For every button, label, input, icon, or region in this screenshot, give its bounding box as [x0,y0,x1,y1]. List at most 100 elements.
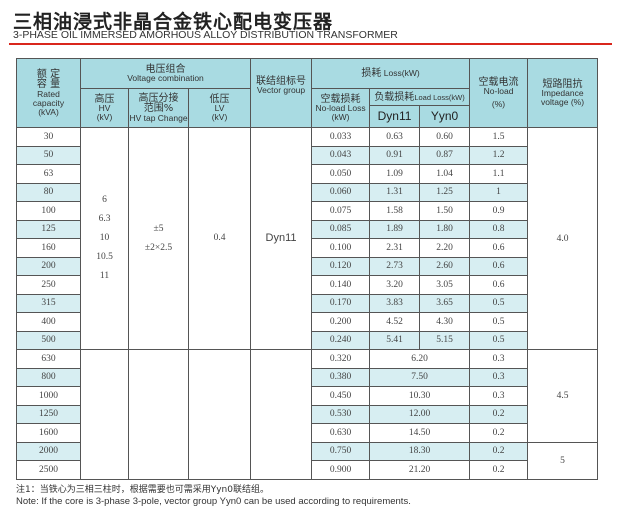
hv-cell: 6 6.3 10 10.5 11 [80,127,129,350]
noload-loss-cell: 0.630 [311,423,371,443]
noload-current-cell: 0.3 [469,386,529,406]
noload-loss-cell: 0.050 [311,164,371,184]
table-row: 50 0.043 0.91 0.87 1.2 [16,145,598,165]
noload-loss-cell: 0.240 [311,330,371,350]
rated-capacity-cell: 125 [16,219,81,239]
load-loss-dyn11-cell: 0.91 [369,145,421,165]
note-en: Note: If the core is 3-phase 3-pole, vec… [16,496,411,507]
noload-current-cell: 0.3 [469,349,529,369]
load-loss-dyn11-cell: 2.73 [369,256,421,276]
load-loss-yyn0-cell: 1.80 [419,219,471,239]
noload-current-cell: 0.6 [469,256,529,276]
table-row: 100 0.075 1.58 1.50 0.9 [16,201,598,221]
header-dyn11: Dyn11 [369,105,421,128]
load-loss-dyn11-cell: 2.31 [369,238,421,258]
notes: 注1：当铁心为三相三柱时，根据需要也可需采用Yyn0联结组。 Note: If … [16,484,411,508]
table-row: 500 0.240 5.41 5.15 0.5 [16,330,598,350]
load-loss-yyn0-cell: 5.15 [419,330,471,350]
load-loss-yyn0-cell: 1.25 [419,182,471,202]
noload-loss-cell: 0.033 [311,127,371,147]
noload-current-cell: 0.2 [469,441,529,461]
table-row: 200 0.120 2.73 2.60 0.6 [16,256,598,276]
load-loss-yyn0-cell: 3.05 [419,275,471,295]
table-row: 80 0.060 1.31 1.25 1 [16,182,598,202]
header-voltage-combination: 电压组合 Voltage combination [79,58,252,89]
hv-tap-cell [128,349,189,480]
load-loss-dyn11-cell: 3.20 [369,275,421,295]
rated-capacity-cell: 160 [16,238,81,258]
noload-loss-cell: 0.170 [311,293,371,313]
header-noload-loss: 空载损耗 No-load Loss (kW) [311,88,371,128]
table-row: 250 0.140 3.20 3.05 0.6 [16,275,598,295]
vector-group-cell [250,349,313,480]
rated-capacity-cell: 800 [16,367,81,387]
hv-tap-cell: ±5 ±2×2.5 [128,127,189,350]
noload-current-cell: 0.2 [469,404,529,424]
table-row: 800 0.380 7.50 0.3 [16,367,598,387]
noload-loss-cell: 0.380 [311,367,371,387]
table-row: 160 0.100 2.31 2.20 0.6 [16,238,598,258]
header-load-loss: 负载损耗Load Loss(kW) [369,88,471,106]
noload-current-cell: 0.2 [469,460,529,480]
rated-capacity-cell: 2500 [16,460,81,480]
noload-current-cell: 0.5 [469,293,529,313]
noload-loss-cell: 0.900 [311,460,371,480]
load-loss-cell: 12.00 [369,404,471,424]
title-divider [9,43,612,45]
load-loss-dyn11-cell: 1.58 [369,201,421,221]
header-noload-current: 空载电流 No-load (%) [469,58,529,128]
noload-loss-cell: 0.450 [311,386,371,406]
rated-capacity-cell: 1600 [16,423,81,443]
load-loss-cell: 10.30 [369,386,471,406]
header-lv: 低压 LV (kV) [187,88,252,128]
noload-current-cell: 0.9 [469,201,529,221]
rated-capacity-cell: 315 [16,293,81,313]
lv-cell [187,349,252,480]
rated-capacity-cell: 2000 [16,441,81,461]
noload-loss-cell: 0.060 [311,182,371,202]
note-zh: 注1：当铁心为三相三柱时，根据需要也可需采用Yyn0联结组。 [16,485,269,495]
rated-capacity-cell: 630 [16,349,81,369]
load-loss-cell: 18.30 [369,441,471,461]
load-loss-dyn11-cell: 3.83 [369,293,421,313]
table-row: 63 0.050 1.09 1.04 1.1 [16,164,598,184]
load-loss-yyn0-cell: 4.30 [419,312,471,332]
page-title: 三相油浸式非晶合金铁心配电变压器 [13,11,334,33]
impedance-cell: 4.0 [527,127,599,350]
noload-current-cell: 0.5 [469,312,529,332]
header-impedance: 短路阻抗 Impedance voltage (%) [527,58,599,128]
noload-current-cell: 0.5 [469,330,529,350]
hv-cell [80,349,129,480]
rated-capacity-cell: 250 [16,275,81,295]
load-loss-dyn11-cell: 1.31 [369,182,421,202]
noload-current-cell: 1.1 [469,164,529,184]
load-loss-dyn11-cell: 0.63 [369,127,421,147]
load-loss-dyn11-cell: 5.41 [369,330,421,350]
spec-table: 额 定 容 量 Rated capacity (kVA) 电压组合 Voltage … [16,58,599,480]
header-rated-capacity: 额 定 容 量 Rated capacity (kVA) [16,58,81,128]
noload-current-cell: 0.3 [469,367,529,387]
noload-loss-cell: 0.200 [311,312,371,332]
rated-capacity-cell: 1250 [16,404,81,424]
load-loss-yyn0-cell: 0.87 [419,145,471,165]
noload-current-cell: 1.2 [469,145,529,165]
load-loss-cell: 7.50 [369,367,471,387]
noload-loss-cell: 0.100 [311,238,371,258]
load-loss-dyn11-cell: 1.89 [369,219,421,239]
impedance-cell: 5 [527,441,599,480]
load-loss-cell: 6.20 [369,349,471,369]
noload-loss-cell: 0.085 [311,219,371,239]
header-yyn0: Yyn0 [419,105,471,128]
rated-capacity-cell: 500 [16,330,81,350]
header-loss: 损耗 Loss(kW) [311,58,471,89]
load-loss-yyn0-cell: 0.60 [419,127,471,147]
load-loss-yyn0-cell: 2.20 [419,238,471,258]
noload-loss-cell: 0.750 [311,441,371,461]
load-loss-yyn0-cell: 3.65 [419,293,471,313]
table-row: 630 0.320 6.20 0.3 4.5 [16,349,599,480]
lv-cell: 0.4 [187,127,252,350]
noload-loss-cell: 0.120 [311,256,371,276]
noload-current-cell: 0.6 [469,275,529,295]
rated-capacity-cell: 50 [16,145,81,165]
rated-capacity-cell: 400 [16,312,81,332]
